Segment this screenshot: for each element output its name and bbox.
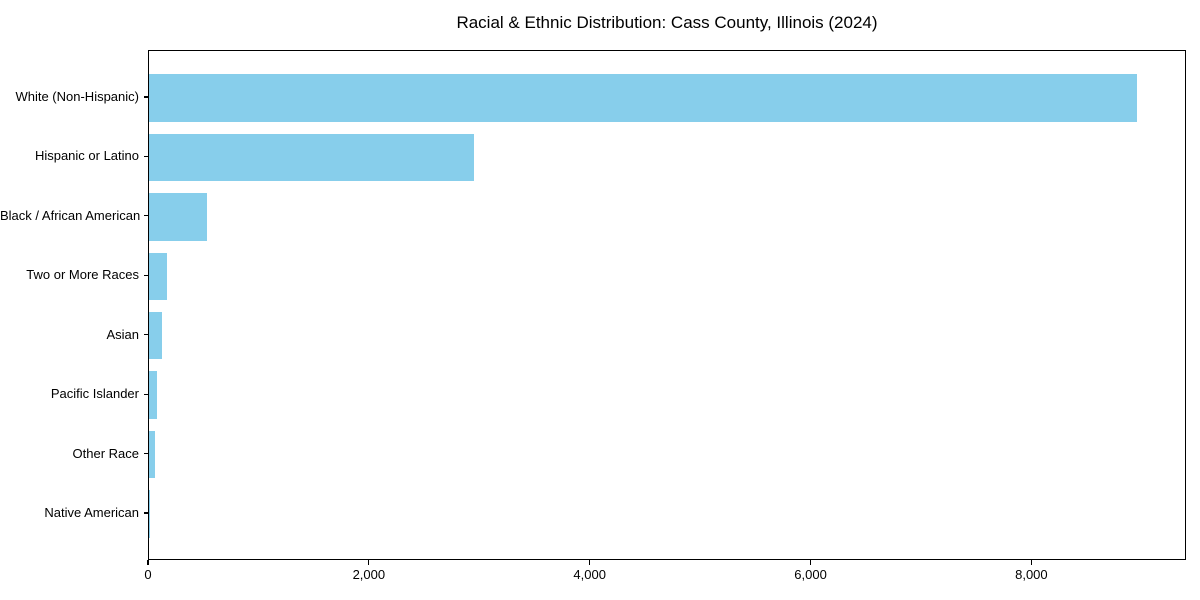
chart-title: Racial & Ethnic Distribution: Cass Count…: [456, 13, 878, 32]
bar-white-non-hispanic: [149, 74, 1138, 122]
y-tick-label-white-non-hispanic: White (Non-Hispanic): [15, 88, 139, 104]
y-tick-mark: [143, 452, 148, 455]
x-tick-mark: [589, 560, 591, 565]
x-tick-label-4-000: 4,000: [573, 567, 606, 582]
y-tick-label-black-african-american: Black / African American: [0, 207, 141, 223]
x-tick-label-6-000: 6,000: [794, 567, 827, 582]
x-tick-label-8-000: 8,000: [1015, 567, 1048, 582]
y-tick-mark: [143, 512, 148, 514]
bar-pacific-islander: [149, 371, 158, 419]
y-tick-label-asian: Asian: [106, 326, 139, 342]
bar-black-african-american: [149, 193, 207, 241]
plot-area: [148, 50, 1186, 560]
bar-other-race: [149, 430, 156, 479]
y-tick-label-pacific-islander: Pacific Islander: [50, 386, 139, 402]
y-tick-mark: [143, 393, 148, 395]
y-tick-label-other-race: Other Race: [72, 445, 139, 461]
x-tick-label-2-000: 2,000: [352, 567, 386, 582]
bar-two-or-more-races: [149, 252, 168, 301]
y-tick-label-hispanic-or-latino: Hispanic or Latino: [34, 148, 139, 164]
bar-hispanic-or-latino: [149, 133, 474, 182]
x-tick-mark: [1030, 560, 1033, 565]
y-tick-mark: [143, 155, 148, 158]
bar-native-american: [149, 490, 151, 538]
bar-asian: [149, 311, 163, 360]
y-tick-mark: [143, 96, 148, 98]
y-tick-label-two-or-more-races: Two or More Races: [26, 267, 139, 283]
x-tick-mark: [809, 560, 812, 565]
y-tick-mark: [143, 274, 148, 276]
x-tick-label-0: 0: [144, 567, 152, 582]
x-tick-mark: [147, 560, 149, 565]
y-tick-mark: [143, 215, 148, 217]
y-tick-mark: [143, 334, 148, 336]
y-tick-label-native-american: Native American: [44, 505, 139, 521]
x-tick-mark: [368, 560, 370, 565]
